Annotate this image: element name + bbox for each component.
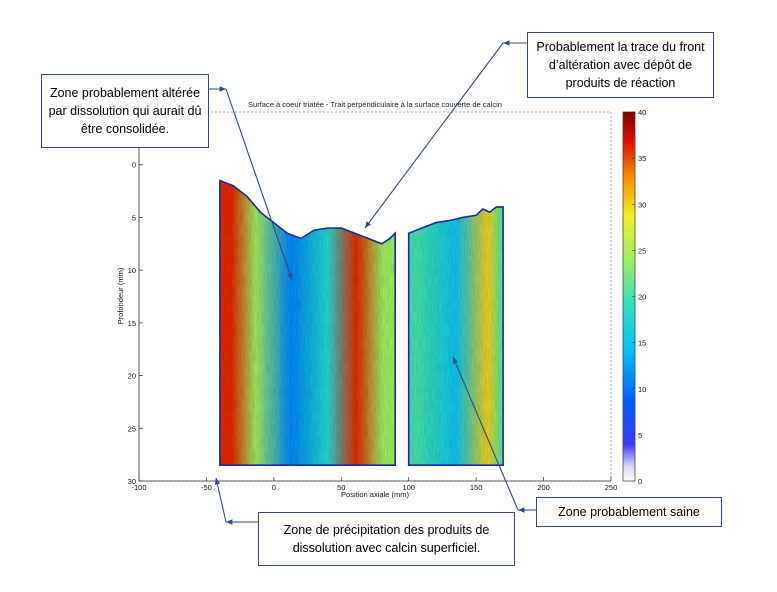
arrow-front-trace (364, 42, 504, 229)
y-axis: 0 5 10 15 20 25 30 (128, 161, 143, 486)
y-tick-label: 20 (128, 372, 136, 381)
heatmap-cells (408, 206, 504, 466)
arrow-altered-zone-hook (209, 86, 226, 92)
arrow-altered-zone (225, 88, 293, 281)
colorbar-tick-label: 30 (638, 200, 646, 209)
x-tick-label: -50 (201, 483, 212, 492)
y-tick-label: 10 (128, 266, 136, 275)
x-axis: -100 -50 0 50 100 150 200 250 (131, 477, 617, 492)
x-tick-label: 50 (337, 483, 345, 492)
y-tick-label: 15 (128, 319, 136, 328)
callout-altered-zone: Zone probablement altérée par dissolutio… (41, 74, 209, 148)
colorbar-tick-label: 5 (638, 431, 642, 440)
callout-front-trace: Probablement la trace du front d’altérat… (527, 32, 714, 98)
x-tick-label: 200 (537, 483, 550, 492)
colorbar-tick-label: 10 (638, 385, 646, 394)
x-tick-label: 250 (605, 483, 618, 492)
heatmap-segment (408, 206, 504, 466)
colorbar: 0 5 10 15 20 25 30 35 40 (622, 108, 646, 486)
y-tick-label: 0 (132, 161, 136, 170)
callout-healthy-zone: Zone probablement saine (536, 497, 722, 527)
annotation-arrows (209, 40, 536, 525)
x-tick-label: 0 (272, 483, 276, 492)
arrow-healthy-hook (518, 507, 536, 513)
x-tick-label: 100 (402, 483, 415, 492)
colorbar-tick-label: 35 (638, 154, 646, 163)
x-axis-label: Position axiale (mm) (341, 490, 409, 499)
colorbar-tick-label: 25 (638, 246, 646, 255)
colorbar-tick-label: 15 (638, 339, 646, 348)
colorbar-tick-label: 20 (638, 293, 646, 302)
arrow-front-trace-hook (503, 40, 527, 46)
arrow-precipitation-zone (214, 477, 227, 523)
segment-outline (219, 179, 396, 466)
arrow-healthy-zone (452, 356, 519, 511)
x-tick-label: 150 (470, 483, 483, 492)
y-tick-label: 30 (128, 477, 136, 486)
arrow-precipitation-hook (226, 519, 258, 525)
callout-precipitation-zone: Zone de précipitation des produits de di… (258, 512, 515, 566)
y-axis-label: Profondeur (mm) (116, 267, 125, 324)
segment-outline (407, 206, 504, 466)
y-tick-label: 25 (128, 424, 136, 433)
chart-title: Surface à coeur triatée - Trait perpendi… (248, 100, 502, 109)
y-tick-label: 5 (132, 213, 136, 222)
colorbar-tick-label: 40 (638, 108, 646, 117)
colorbar-tick-label: 0 (638, 477, 642, 486)
x-tick-label: -100 (131, 483, 146, 492)
